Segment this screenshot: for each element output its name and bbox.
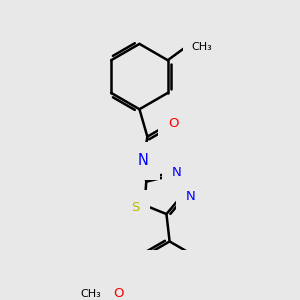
Text: O: O: [169, 118, 179, 130]
Text: O: O: [169, 118, 179, 130]
Text: CH₃: CH₃: [81, 289, 102, 298]
Text: N: N: [138, 153, 148, 168]
Text: S: S: [131, 201, 140, 214]
Text: N: N: [186, 190, 196, 202]
Text: CH₃: CH₃: [191, 41, 212, 52]
Text: CH₃: CH₃: [81, 289, 102, 298]
Text: N: N: [186, 190, 196, 202]
Text: CH₃: CH₃: [191, 41, 212, 52]
Text: O: O: [113, 287, 124, 300]
Text: N: N: [138, 153, 148, 168]
Text: S: S: [131, 201, 140, 214]
Text: H: H: [127, 154, 135, 167]
Text: H: H: [127, 154, 135, 167]
Text: N: N: [172, 167, 182, 179]
Text: O: O: [113, 287, 124, 300]
Text: N: N: [172, 167, 182, 179]
